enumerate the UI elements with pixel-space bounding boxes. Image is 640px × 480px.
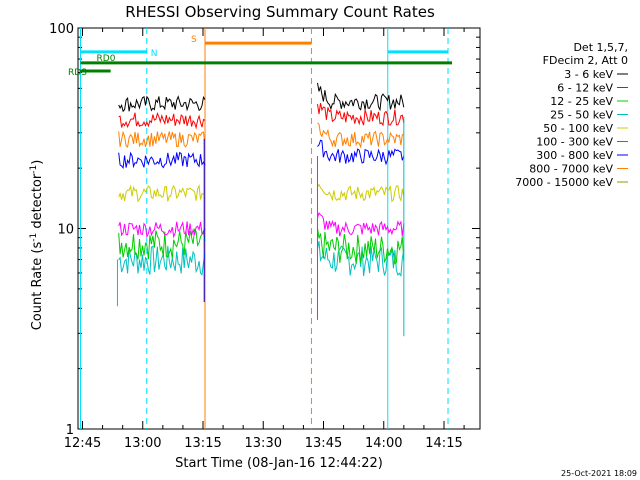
legend-entry-label: 25 - 50 keV — [550, 109, 613, 122]
plot-frame — [77, 27, 481, 430]
flag-label: N — [151, 49, 158, 59]
series-trace — [118, 151, 206, 170]
series-traces — [116, 82, 405, 337]
series-trace — [118, 184, 206, 203]
flag-label: S — [191, 35, 197, 45]
series-trace — [317, 122, 404, 149]
series-trace — [317, 227, 405, 265]
series-trace — [118, 228, 206, 260]
y-tick-label: 1 — [66, 423, 74, 438]
legend-entry-label: 6 - 12 keV — [557, 82, 613, 95]
series-trace — [317, 82, 405, 112]
flag-label: RD0 — [97, 54, 116, 64]
x-axis-label: Start Time (08-Jan-16 12:44:22) — [175, 456, 383, 471]
legend-header: Det 1,5,7, — [573, 41, 628, 54]
axis-ticks: 12:45 13:00 13:15 13:30 13:45 14:00 14:15 1 10 10… — [49, 22, 480, 451]
y-tick-label: 10 — [57, 223, 74, 238]
legend-entry-label: 3 - 6 keV — [564, 68, 613, 81]
series-trace — [118, 95, 206, 113]
x-tick-label: 13:30 — [245, 436, 282, 451]
legend-entry-label: 50 - 100 keV — [543, 122, 613, 135]
series-trace — [118, 221, 206, 239]
legend-entry-label: 100 - 300 keV — [536, 136, 613, 149]
series-trace — [118, 245, 206, 276]
legend-entry-label: 300 - 800 keV — [536, 149, 613, 162]
x-tick-label: 14:00 — [365, 436, 402, 451]
series-trace — [317, 102, 405, 127]
series-trace — [317, 183, 405, 203]
x-tick-label: 13:00 — [124, 436, 161, 451]
y-axis-label: Count Rate (s-1 detector-1) — [29, 160, 45, 331]
vertical-markers — [79, 28, 449, 429]
legend-entry-label: 12 - 25 keV — [550, 95, 613, 108]
chart-title: RHESSI Observing Summary Count Rates — [125, 3, 435, 21]
y-tick-label: 100 — [49, 22, 74, 37]
legend-entry-label: 7000 - 15000 keV — [515, 176, 613, 189]
status-flags: N S RD0 RDS — [68, 35, 453, 78]
legend-entry-label: 800 - 7000 keV — [529, 163, 613, 176]
flag-label: RDS — [68, 68, 87, 78]
x-tick-label: 14:15 — [425, 436, 462, 451]
series-trace — [118, 130, 206, 148]
series-trace — [317, 211, 405, 237]
legend-header: FDecim 2, Att 0 — [543, 54, 628, 67]
x-tick-label: 13:45 — [305, 436, 342, 451]
series-trace — [317, 139, 405, 166]
x-tick-label: 13:15 — [184, 436, 221, 451]
footer-timestamp: 25-Oct-2021 18:09 — [561, 469, 637, 478]
x-tick-label: 12:45 — [64, 436, 101, 451]
series-trace — [118, 112, 206, 130]
